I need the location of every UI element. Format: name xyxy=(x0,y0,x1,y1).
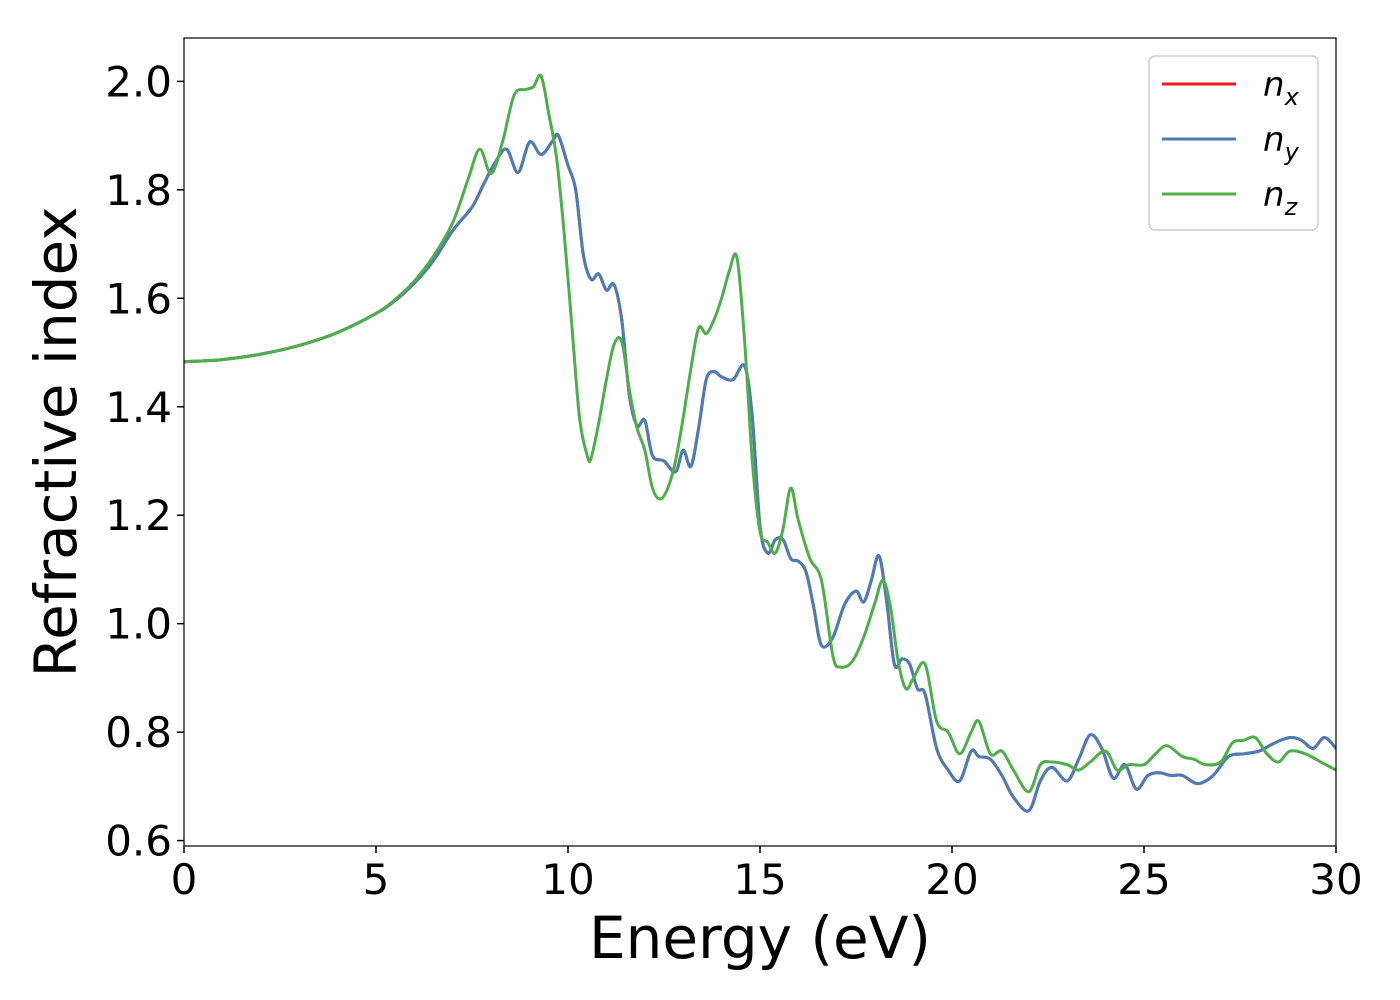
y-tick-label: 1.2 xyxy=(105,491,172,540)
legend-label-nx: nx xyxy=(1263,65,1300,111)
x-tick-label: 15 xyxy=(733,855,786,904)
x-axis-title: Energy (eV) xyxy=(589,904,931,972)
series-layer xyxy=(184,73,1336,813)
y-tick-label: 2.0 xyxy=(105,57,172,106)
x-tick-label: 25 xyxy=(1117,855,1170,904)
y-axis-title: Refractive index xyxy=(22,206,90,677)
legend-box xyxy=(1148,55,1319,231)
x-tick-label: 0 xyxy=(171,855,198,904)
y-tick-label: 1.8 xyxy=(105,166,172,215)
y-axis: 0.6 0.8 1.0 1.2 1.4 1.6 1.8 2.0 xyxy=(105,57,184,866)
legend-label-nz: nz xyxy=(1263,175,1299,221)
series-line-ny xyxy=(184,132,1336,813)
y-tick-label: 0.6 xyxy=(105,817,172,866)
legend-label-ny: ny xyxy=(1263,120,1300,166)
x-axis: 0 5 10 15 20 25 30 xyxy=(171,846,1363,904)
y-tick-label: 1.0 xyxy=(105,600,172,649)
x-tick-label: 5 xyxy=(363,855,390,904)
x-tick-label: 20 xyxy=(925,855,978,904)
series-line-nz xyxy=(184,73,1336,794)
legend: nx ny nz xyxy=(1148,55,1319,231)
x-tick-label: 30 xyxy=(1309,855,1362,904)
x-tick-label: 10 xyxy=(541,855,594,904)
y-tick-label: 0.8 xyxy=(105,708,172,757)
y-tick-label: 1.4 xyxy=(105,383,172,432)
y-tick-label: 1.6 xyxy=(105,274,172,323)
